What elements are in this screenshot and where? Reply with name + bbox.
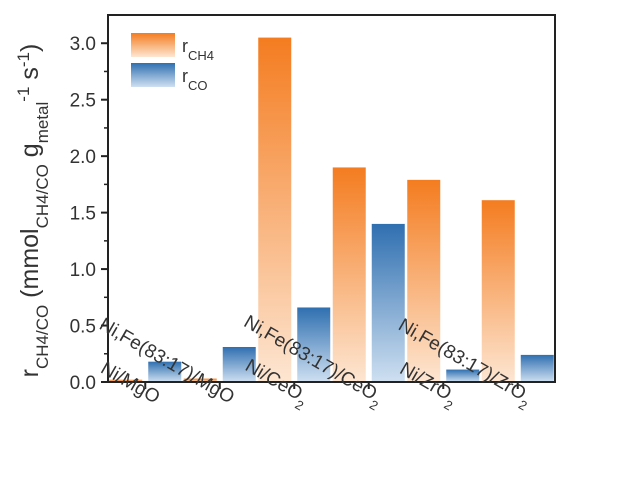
bar-ch4-2 [258,37,292,382]
y-tick-label-2: 1.0 [70,260,96,281]
bar-co-1 [222,346,256,382]
plot-frame [107,14,556,383]
y-tick-label-6: 3.0 [70,34,96,55]
legend-label-0: rCH4 [182,36,214,63]
bar-ch4-1 [183,378,217,382]
axes-layer: 0.0 0.5 1.0 1.5 2.0 2.5 3.0 [70,14,556,394]
legend-label-1: rCO [182,66,208,93]
y-tick-label-1: 0.5 [70,317,96,338]
bar-ch4-5 [481,200,515,382]
x-tick-label-1: Ni,Fe(83:17)/MgO [96,314,238,408]
bar-ch4-4 [407,179,441,382]
bar-co-5 [520,354,554,382]
bar-ch4-3 [332,167,366,382]
bars-layer [109,37,554,382]
legend-swatch-0 [131,33,175,57]
y-tick-label-0: 0.0 [70,373,96,394]
bar-co-4 [446,369,480,382]
y-tick-label-3: 1.5 [70,204,96,225]
y-tick-label-4: 2.0 [70,147,96,168]
y-tick-label-5: 2.5 [70,91,96,112]
bar-co-3 [371,223,405,382]
y-axis-title: rCH4/CO (mmolCH4/CO gmetal-1 s-1) [14,44,52,378]
bar-ch4-0 [109,379,143,382]
legend-swatch-1 [131,63,175,87]
bar-co-2 [297,307,331,382]
legend: rCH4 rCO [131,33,214,93]
bar-co-0 [148,361,182,382]
